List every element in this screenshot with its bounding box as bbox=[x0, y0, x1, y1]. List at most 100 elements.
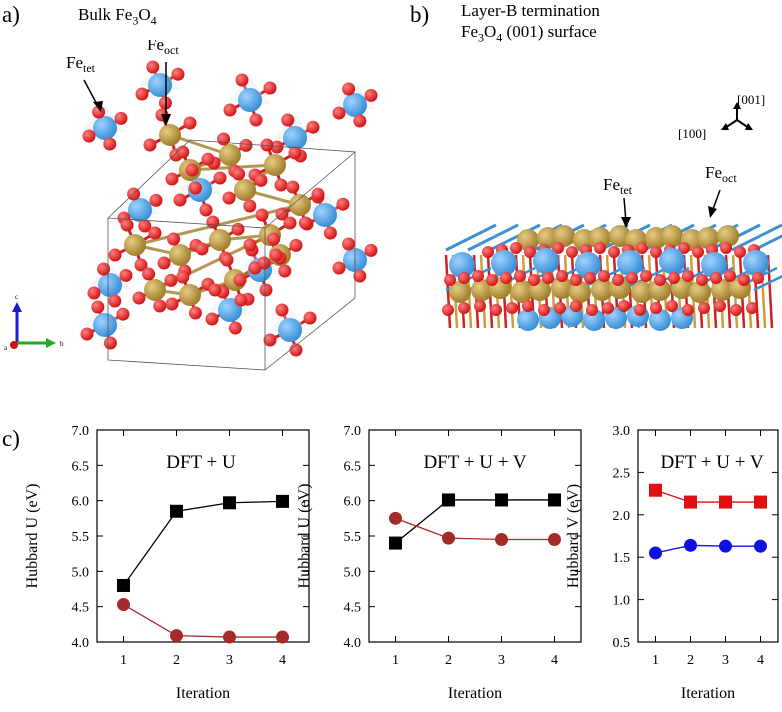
square-marker bbox=[649, 483, 662, 497]
axes-triad: c b a bbox=[4, 293, 64, 352]
oxygen-atom bbox=[289, 343, 303, 357]
oxygen-atom bbox=[730, 304, 742, 316]
oxygen-atom bbox=[528, 274, 540, 286]
fe-oct-atom bbox=[511, 281, 533, 303]
fe-oct-arrowhead-a bbox=[161, 114, 171, 126]
oxygen-atom bbox=[146, 60, 160, 74]
fe-oct-atom bbox=[234, 179, 256, 201]
oxygen-atom bbox=[249, 113, 263, 127]
x-tick-label: 3 bbox=[722, 653, 729, 668]
oxygen-atom bbox=[176, 145, 190, 159]
circle-marker bbox=[684, 538, 697, 552]
oxygen-atom bbox=[234, 293, 248, 307]
oxygen-atom bbox=[183, 116, 197, 130]
oxygen-atom bbox=[710, 272, 722, 284]
oxygen-atom bbox=[682, 304, 694, 316]
oxygen-atom bbox=[510, 242, 522, 254]
circle-marker bbox=[223, 630, 236, 644]
panel-label-c: c) bbox=[2, 426, 20, 451]
oxygen-atom bbox=[239, 138, 253, 152]
panel-b-line2-sub1: 3 bbox=[478, 30, 484, 45]
oxygen-atom bbox=[176, 270, 190, 284]
circle-marker bbox=[389, 511, 402, 525]
oxygen-atom bbox=[746, 302, 758, 314]
y-tick-label: 4.0 bbox=[344, 636, 362, 651]
oxygen-atom bbox=[228, 321, 242, 335]
oxygen-atom bbox=[654, 274, 666, 286]
y-tick-label: 1.5 bbox=[613, 551, 631, 566]
oxygen-atom bbox=[584, 272, 596, 284]
fe-oct-atom bbox=[209, 229, 231, 251]
oxygen-atom bbox=[506, 302, 518, 314]
y-axis-label: Hubbard U (eV) bbox=[296, 484, 313, 589]
fe-tet-atom bbox=[343, 93, 367, 117]
oxygen-atom bbox=[80, 327, 94, 341]
fe-tet-atom bbox=[533, 248, 559, 274]
oxygen-atom bbox=[201, 152, 215, 166]
circle-marker bbox=[276, 630, 289, 644]
panel-a-title-sub: 3 bbox=[132, 13, 139, 28]
circle-marker bbox=[117, 598, 130, 612]
chart-3: 0.5 1.0 1.5 2.0 2.5 3.0 1 2 3 4 Iteration Hubbard V… bbox=[565, 424, 779, 702]
oxygen-atom bbox=[138, 219, 152, 233]
series-line bbox=[655, 489, 761, 503]
x-tick-label: 4 bbox=[551, 653, 558, 668]
panel-b-line2-fe: Fe bbox=[461, 22, 478, 41]
oxygen-atom bbox=[640, 270, 652, 282]
oxygen-atom bbox=[283, 216, 297, 230]
oxygen-atom bbox=[306, 120, 320, 134]
y-tick-label: 5.0 bbox=[344, 565, 362, 580]
oxygen-atom bbox=[500, 272, 512, 284]
fe-oct-atom bbox=[553, 225, 575, 247]
fe-tet-atom bbox=[649, 309, 671, 331]
y-tick-label: 5.5 bbox=[344, 530, 362, 545]
oxygen-atom bbox=[257, 256, 271, 270]
x-axis-label: Iteration bbox=[448, 685, 502, 702]
fe-oct-atom bbox=[711, 279, 733, 301]
oxygen-atom bbox=[720, 242, 732, 254]
square-marker bbox=[276, 494, 289, 508]
oxygen-atom bbox=[538, 304, 550, 316]
y-tick-label: 4.5 bbox=[344, 601, 362, 616]
oxygen-atom bbox=[188, 181, 202, 195]
panel-a-title-tail: O bbox=[138, 5, 151, 24]
oxygen-atom bbox=[114, 111, 128, 125]
fe-tet-atom bbox=[93, 116, 117, 140]
oxygen-atom bbox=[696, 274, 708, 286]
y-tick-label: 2.5 bbox=[613, 466, 631, 481]
oxygen-atom bbox=[482, 246, 494, 258]
oxygen-atom bbox=[135, 87, 149, 101]
axis-c-label: c bbox=[15, 293, 18, 301]
y-tick-label: 7.0 bbox=[344, 424, 362, 439]
oxygen-atom bbox=[332, 261, 346, 275]
circle-marker bbox=[170, 629, 183, 643]
fe-tet-arrowhead-a bbox=[93, 101, 103, 112]
fe-tet-atom bbox=[283, 126, 307, 150]
circle-marker bbox=[719, 539, 732, 553]
panel-a-title-main: Bulk Fe bbox=[78, 5, 133, 24]
oxygen-atom bbox=[458, 302, 470, 314]
panel-label-b: b) bbox=[410, 2, 430, 27]
fe-oct-atom bbox=[645, 227, 667, 249]
fe-oct-atom bbox=[289, 194, 311, 216]
x-tick-label: 1 bbox=[120, 653, 127, 668]
fe-tet-atom bbox=[148, 73, 172, 97]
square-marker bbox=[442, 493, 455, 507]
oxygen-atom bbox=[232, 167, 246, 181]
oxygen-atom bbox=[167, 232, 181, 246]
oxygen-atom bbox=[243, 238, 257, 252]
fe-oct-atom bbox=[569, 281, 591, 303]
oxygen-atom bbox=[260, 138, 274, 152]
oxygen-atom bbox=[336, 197, 350, 211]
oxygen-atom bbox=[594, 242, 606, 254]
fe-oct-atom bbox=[169, 244, 191, 266]
oxygen-atom bbox=[148, 226, 162, 240]
series-line bbox=[395, 499, 555, 544]
fe-tet-label-a: Fetet bbox=[66, 53, 96, 75]
square-marker bbox=[170, 504, 183, 518]
fe-oct-atom bbox=[551, 277, 573, 299]
chart-frame bbox=[637, 429, 779, 643]
oxygen-atom bbox=[353, 114, 367, 128]
oxygen-atom bbox=[208, 283, 222, 297]
oxygen-atom bbox=[108, 248, 122, 262]
